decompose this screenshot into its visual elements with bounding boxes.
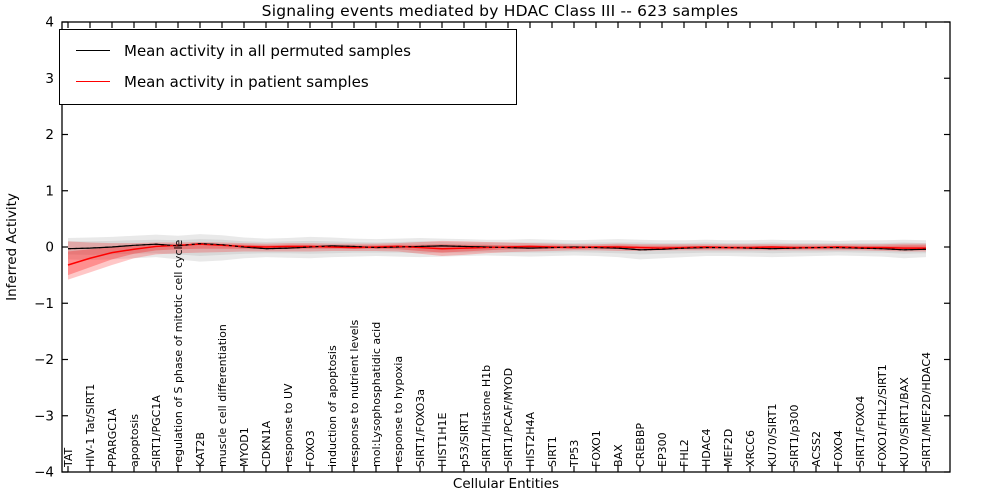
x-tick-label: HDAC4 — [700, 428, 713, 467]
x-tick-label: TP53 — [568, 440, 581, 468]
x-tick-label: response to UV — [282, 383, 295, 467]
x-tick-label: HIST1H1E — [436, 413, 449, 467]
y-tick-label: 4 — [45, 15, 54, 31]
x-tick-label: XRCC6 — [744, 430, 757, 467]
y-tick-label: −3 — [34, 408, 54, 424]
x-tick-label: FOXO4 — [832, 430, 845, 467]
x-tick-label: response to hypoxia — [392, 356, 405, 467]
x-axis-label: Cellular Entities — [452, 476, 560, 492]
y-tick-label: −2 — [34, 352, 54, 368]
x-tick-label: FOXO1 — [590, 430, 603, 467]
x-tick-label: ACSS2 — [810, 431, 823, 467]
x-tick-label: KAT2B — [194, 432, 207, 467]
x-tick-label: apoptosis — [128, 414, 141, 467]
y-tick-label: 1 — [45, 183, 54, 199]
legend-label-patient: Mean activity in patient samples — [124, 72, 369, 91]
legend-line-patient-icon — [76, 81, 110, 82]
x-tick-label: regulation of S phase of mitotic cell cy… — [172, 239, 185, 467]
x-tick-label: KU70/SIRT1 — [766, 404, 779, 467]
x-tick-label: CREBBP — [634, 423, 647, 467]
legend-item-permuted: Mean activity in all permuted samples — [70, 35, 506, 66]
legend: Mean activity in all permuted samples Me… — [59, 29, 517, 105]
x-tick-label: SIRT1/MEF2D/HDAC4 — [920, 352, 933, 467]
x-tick-label: FOXO3 — [304, 430, 317, 467]
y-tick-label: −4 — [34, 465, 54, 481]
x-tick-label: mol:Lysophosphatidic acid — [370, 322, 383, 467]
y-tick-label: 3 — [45, 71, 54, 87]
x-tick-label: PPARGC1A — [106, 408, 119, 467]
x-tick-label: SIRT1 — [546, 436, 559, 467]
y-axis-label: Inferred Activity — [4, 193, 20, 301]
series-line-permuted-dashed-overlay — [67, 243, 927, 251]
x-tick-label: MYOD1 — [238, 427, 251, 467]
band-patient-range-outer — [68, 240, 926, 280]
x-tick-label: FHL2 — [678, 439, 691, 467]
y-tick-label: 0 — [45, 240, 54, 256]
x-tick-label: muscle cell differentiation — [216, 324, 229, 467]
x-tick-label: SIRT1/PGC1A — [150, 395, 163, 467]
x-tick-label: CDKN1A — [260, 420, 273, 467]
x-tick-label: MEF2D — [722, 429, 735, 467]
chart-title: Signaling events mediated by HDAC Class … — [261, 2, 739, 20]
x-tick-label: SIRT1/Histone H1b — [480, 365, 493, 467]
x-tick-label: response to nutrient levels — [348, 319, 361, 467]
legend-line-permuted-icon — [76, 50, 110, 51]
x-tick-label: SIRT1/p300 — [788, 405, 801, 467]
x-tick-label: induction of apoptosis — [326, 345, 339, 467]
x-tick-label: SIRT1/PCAF/MYOD — [502, 368, 515, 467]
y-tick-label: −1 — [34, 296, 54, 312]
x-tick-label: EP300 — [656, 432, 669, 467]
x-tick-label: SIRT1/FOXO3a — [414, 389, 427, 467]
x-tick-label: KU70/SIRT1/BAX — [898, 377, 911, 467]
x-tick-label: FOXO1/FHL2/SIRT1 — [876, 364, 889, 467]
x-tick-label: SIRT1/FOXO4 — [854, 396, 867, 467]
y-tick-label: 2 — [45, 127, 54, 143]
legend-label-permuted: Mean activity in all permuted samples — [124, 41, 411, 60]
x-tick-label: HIST2H4A — [524, 412, 537, 467]
x-tick-label: BAX — [612, 444, 625, 467]
legend-item-patient: Mean activity in patient samples — [70, 66, 506, 97]
x-tick-label: p53/SIRT1 — [458, 412, 471, 467]
x-tick-label: TAT — [62, 447, 75, 468]
x-tick-label: HIV-1 Tat/SIRT1 — [84, 384, 97, 467]
